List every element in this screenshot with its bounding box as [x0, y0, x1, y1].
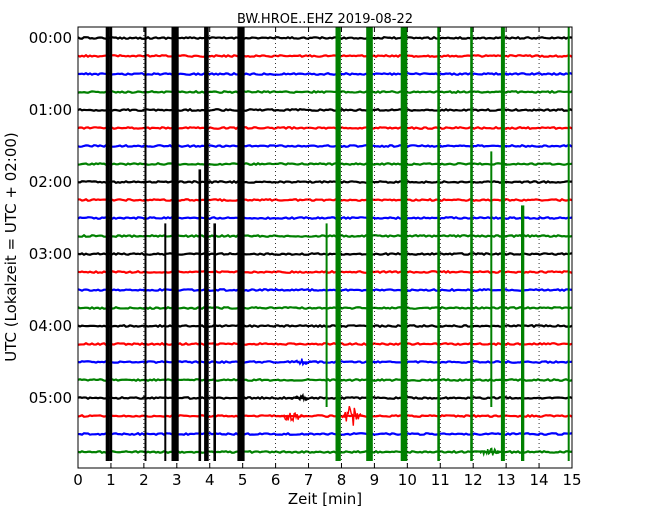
event-burst-13 [470, 27, 473, 462]
event-burst-4 [204, 27, 209, 462]
trace-row-4 [78, 107, 572, 113]
trace-row-9 [78, 197, 572, 203]
x-axis-label: Zeit [min] [288, 490, 362, 508]
x-tick-label-12: 12 [464, 471, 483, 489]
x-tick-label-13: 13 [497, 471, 516, 489]
trace-row-16 [78, 323, 572, 329]
event-burst-2 [144, 27, 147, 462]
x-tick-label-9: 9 [370, 471, 380, 489]
x-axis-ticks: 0 1 2 3 4 5 6 7 8 9 10 11 12 13 14 15 [73, 27, 582, 489]
trace-row-21 [78, 413, 572, 419]
event-burst-0 [105, 27, 110, 462]
wiggle-3 [287, 358, 316, 367]
y-tick-label-5: 05:00 [29, 389, 72, 407]
vertical-gridlines [110, 27, 540, 468]
trace-row-14 [78, 287, 572, 293]
trace-row-7 [78, 161, 572, 167]
trace-row-13 [78, 269, 572, 275]
x-tick-label-7: 7 [304, 471, 314, 489]
plot-frame [77, 26, 573, 469]
x-tick-label-0: 0 [73, 471, 83, 489]
trace-row-6 [78, 143, 572, 148]
chart-title: BW.HROE..EHZ 2019-08-22 [237, 12, 413, 27]
event-burst-14 [500, 27, 505, 462]
x-tick-label-14: 14 [530, 471, 549, 489]
trace-row-5 [78, 125, 572, 131]
trace-row-0 [78, 35, 572, 41]
event-burst-8 [213, 223, 216, 461]
x-tick-label-3: 3 [172, 471, 182, 489]
x-tick-label-8: 8 [337, 471, 347, 489]
x-tick-label-4: 4 [205, 471, 215, 489]
event-burst-11 [400, 27, 408, 462]
y-axis-label: UTC (Lokalzeit = UTC + 02:00) [2, 132, 20, 362]
event-burst-5 [237, 27, 245, 462]
trace-row-17 [78, 341, 572, 347]
trace-row-19 [78, 377, 572, 383]
wiggle-2 [287, 392, 317, 403]
event-burst-12 [437, 27, 440, 462]
x-tick-label-1: 1 [106, 471, 116, 489]
event-burst-18 [567, 27, 570, 462]
trace-row-15 [78, 305, 572, 311]
x-tick-label-6: 6 [271, 471, 281, 489]
x-tick-label-2: 2 [139, 471, 149, 489]
x-tick-label-10: 10 [398, 471, 417, 489]
y-tick-label-2: 02:00 [29, 173, 72, 191]
trace-row-11 [78, 233, 572, 239]
event-burst-17 [521, 205, 525, 461]
trace-row-22 [78, 431, 572, 437]
x-tick-label-11: 11 [431, 471, 450, 489]
event-burst-6 [164, 223, 167, 461]
trace-row-12 [78, 251, 572, 257]
y-tick-label-1: 01:00 [29, 101, 72, 119]
trace-row-10 [78, 215, 572, 221]
event-burst-9 [335, 27, 341, 462]
event-burst-3 [171, 27, 179, 462]
y-tick-label-3: 03:00 [29, 245, 72, 263]
wiggle-1 [337, 406, 366, 426]
event-burst-7 [198, 169, 202, 461]
wiggle-0 [277, 412, 307, 423]
y-tick-label-0: 00:00 [29, 29, 72, 47]
event-burst-15 [325, 223, 328, 407]
trace-row-8 [78, 179, 572, 185]
event-burst-16 [490, 151, 493, 407]
y-tick-label-4: 04:00 [29, 317, 72, 335]
trace-row-1 [78, 53, 572, 59]
trace-row-20 [78, 395, 572, 401]
seismogram-traces [78, 27, 572, 462]
trace-row-2 [78, 71, 572, 77]
y-axis-ticks: 00:00 01:00 02:00 03:00 04:00 05:00 [29, 29, 83, 407]
event-burst-10 [366, 27, 373, 462]
x-tick-label-15: 15 [562, 471, 581, 489]
wiggle-4 [475, 447, 504, 458]
trace-row-3 [78, 89, 572, 95]
trace-row-18 [78, 359, 572, 365]
x-tick-label-5: 5 [238, 471, 248, 489]
